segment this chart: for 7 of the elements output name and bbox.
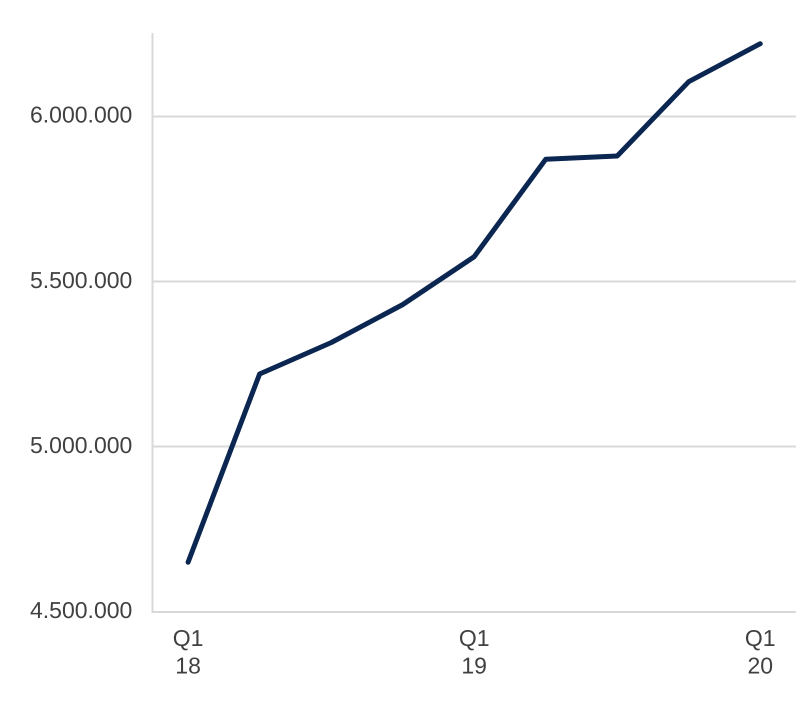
y-tick-label: 4.500.000 xyxy=(30,597,132,624)
y-tick-label: 6.000.000 xyxy=(30,102,132,128)
y-tick-label: 5.500.000 xyxy=(30,266,132,293)
y-tick-label: 5.000.000 xyxy=(30,432,132,458)
x-tick-label: Q1 19 xyxy=(458,624,490,679)
x-tick-label: Q1 20 xyxy=(744,624,776,679)
x-tick-label: Q1 18 xyxy=(172,624,204,679)
